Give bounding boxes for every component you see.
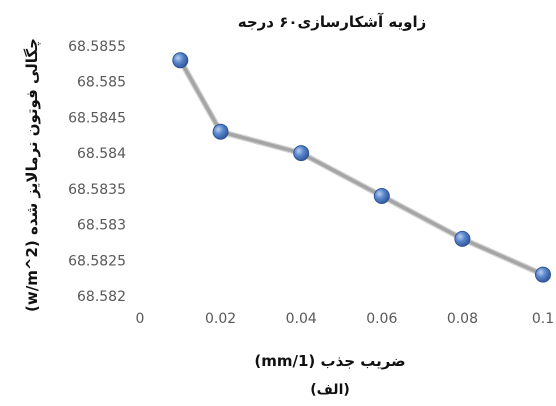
data-point-3 xyxy=(373,188,390,204)
x-axis-title: ضریب جذب (1/mm) xyxy=(254,352,405,370)
y-tick-label-2: 68.583 xyxy=(77,218,126,234)
y-tick-label-7: 68.5855 xyxy=(68,39,126,55)
x-tick-label-1: 0.02 xyxy=(205,311,236,327)
y-tick-label-0: 68.582 xyxy=(77,289,126,305)
y-axis-title: چگالی فوتون نرمالایز شده (w/m^2) xyxy=(23,38,42,312)
x-tick-label-3: 0.06 xyxy=(366,311,397,327)
data-point-2 xyxy=(293,145,310,162)
x-tick-label-0: 0 xyxy=(136,311,145,327)
series-line-shadow xyxy=(177,57,546,278)
series-group xyxy=(172,52,551,283)
y-tick-label-6: 68.585 xyxy=(77,75,126,91)
x-tick-label-5: 0.1 xyxy=(532,311,554,327)
y-tick-label-1: 68.5825 xyxy=(68,253,126,269)
y-tick-label-4: 68.584 xyxy=(77,146,126,162)
y-axis-ticks: 68.582 68.5825 68.583 68.5835 68.584 68.5845 6… xyxy=(68,39,126,305)
x-tick-label-4: 0.08 xyxy=(447,311,478,327)
data-point-1 xyxy=(212,123,229,140)
data-point-4 xyxy=(454,230,471,247)
x-axis-ticks: 0 0.02 0.04 0.06 0.08 0.1 xyxy=(136,311,555,327)
y-tick-label-5: 68.5845 xyxy=(68,110,126,126)
data-point-5 xyxy=(535,266,551,283)
data-point-0 xyxy=(172,52,189,69)
chart-title: زاویه آشکارسازی۶۰ درجه xyxy=(238,13,426,31)
figure-caption: (الف) xyxy=(310,382,350,398)
y-tick-label-3: 68.5835 xyxy=(68,182,126,198)
x-tick-label-2: 0.04 xyxy=(286,311,317,327)
series-line xyxy=(178,58,545,277)
